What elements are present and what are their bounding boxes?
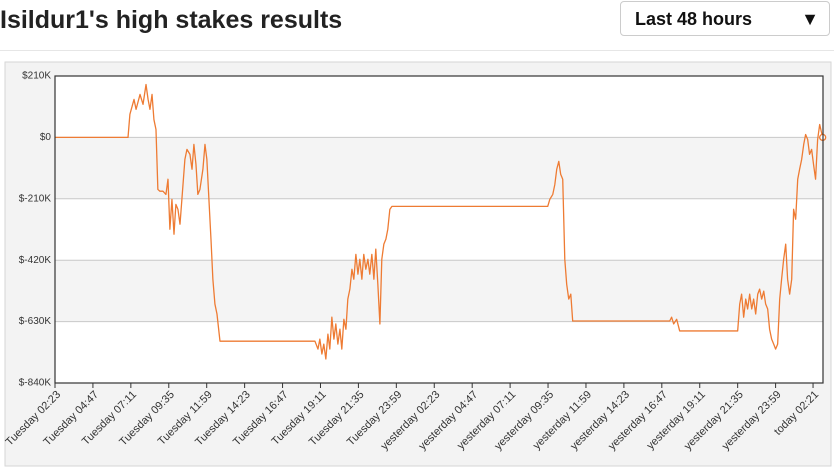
plot-border xyxy=(54,75,824,384)
time-range-dropdown[interactable]: Last 48 hours ▼ xyxy=(620,1,830,36)
grid-band xyxy=(55,137,823,199)
series-line xyxy=(55,83,824,360)
plot-area xyxy=(55,76,823,383)
dropdown-label: Last 48 hours xyxy=(635,9,753,29)
y-tick-label: $-840K xyxy=(19,378,52,389)
dropdown-arrow: ▼ xyxy=(801,9,819,29)
y-tick-label: $210K xyxy=(22,71,51,82)
y-tick-label: $0 xyxy=(40,132,52,143)
y-tick-label: $-420K xyxy=(19,255,52,266)
y-tick-label: $-210K xyxy=(19,193,52,204)
separator xyxy=(0,50,834,51)
page-title: Isildur1's high stakes results xyxy=(0,6,343,34)
y-tick-label: $-630K xyxy=(19,316,52,327)
grid-band xyxy=(55,260,823,322)
